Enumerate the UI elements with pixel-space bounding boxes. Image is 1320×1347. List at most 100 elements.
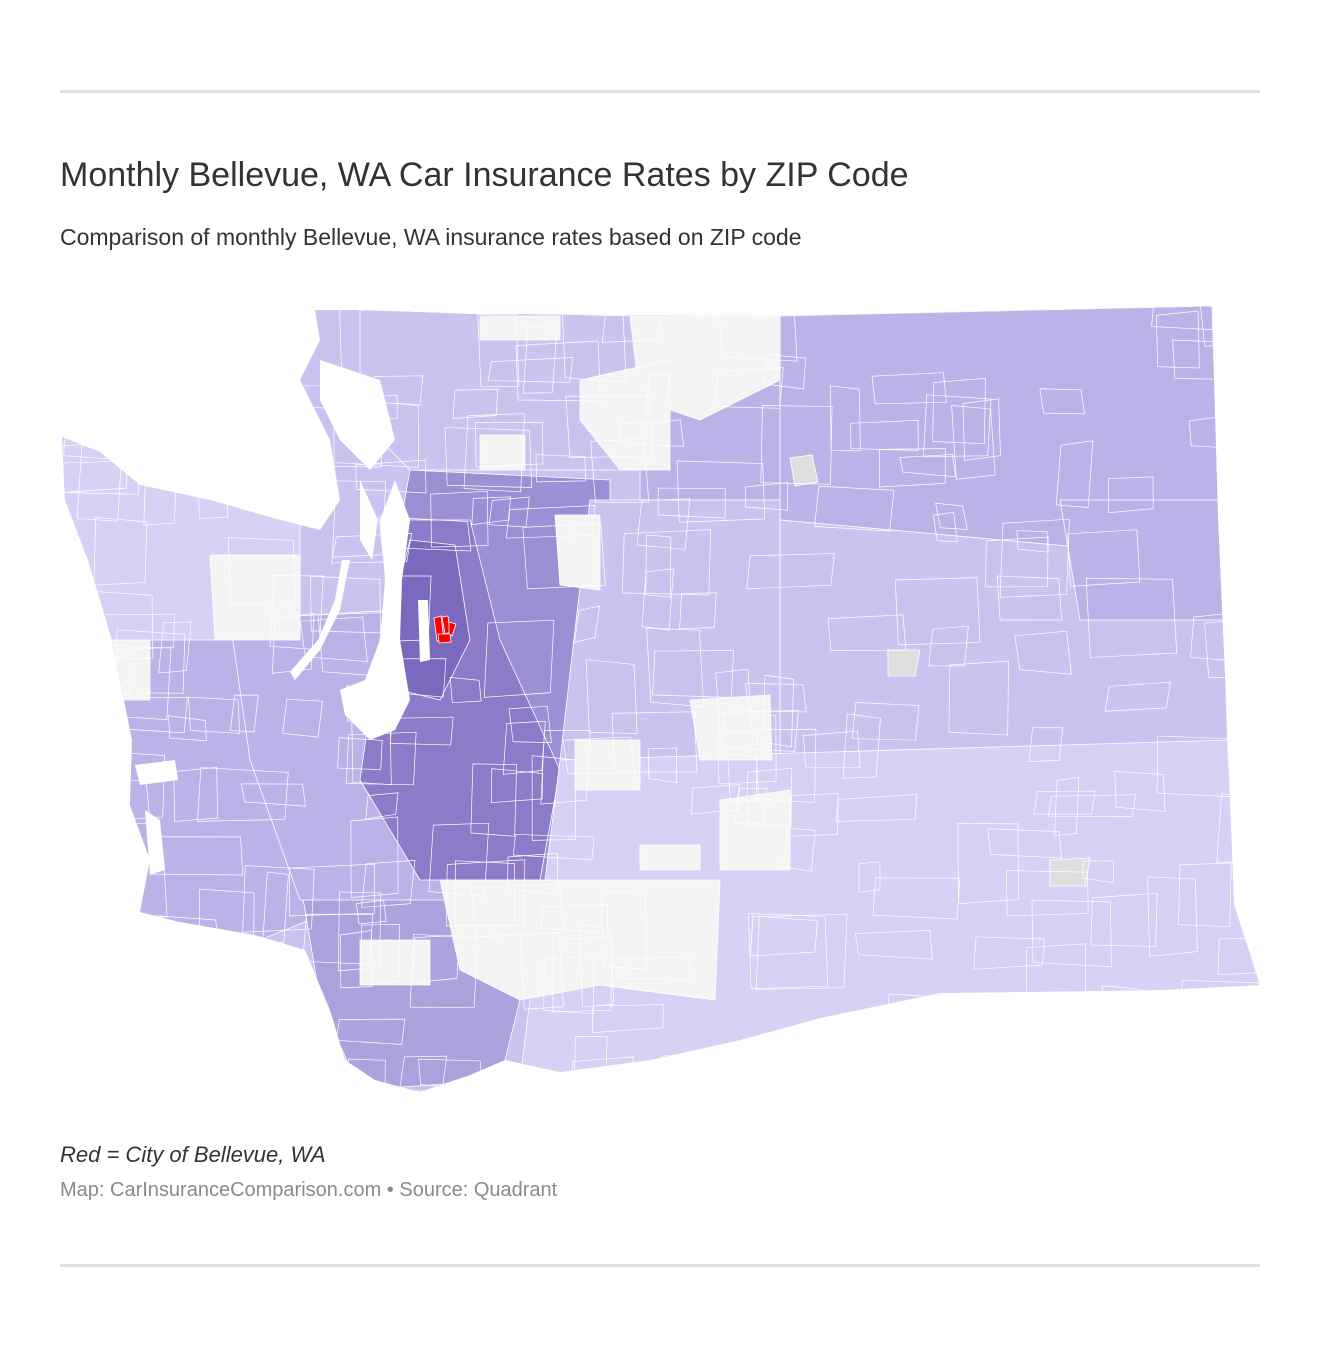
map-overlay-group	[135, 360, 457, 875]
no-data-patch-1	[209, 554, 301, 641]
zip-boundary	[197, 767, 289, 822]
zip-boundary	[1178, 862, 1232, 928]
no-data-patch-5	[479, 434, 526, 471]
zip-boundary	[760, 405, 833, 485]
zip-boundary	[430, 490, 489, 548]
zip-boundary	[1014, 630, 1072, 675]
zip-boundary	[522, 325, 558, 394]
zip-boundary	[470, 763, 518, 837]
zip-boundary	[531, 755, 576, 841]
zip-boundary	[562, 736, 636, 775]
zip-boundary	[208, 1030, 266, 1092]
zip-boundary	[201, 448, 249, 474]
zip-boundary	[444, 427, 532, 488]
zip-boundary	[1221, 498, 1260, 543]
zip-boundary	[303, 1081, 370, 1092]
zip-boundary	[252, 1088, 310, 1092]
page-subtitle: Comparison of monthly Bellevue, WA insur…	[60, 224, 802, 250]
zip-boundary	[789, 793, 839, 837]
bottom-divider	[60, 1264, 1260, 1267]
zip-boundary	[592, 1004, 664, 1034]
zip-boundary	[289, 863, 375, 917]
zip-boundary	[573, 605, 600, 643]
zip-boundary	[933, 511, 958, 543]
no-data-patch-6	[554, 514, 601, 591]
zip-boundary	[515, 340, 601, 402]
zip-boundary	[82, 1066, 143, 1091]
zip-boundary	[85, 1005, 115, 1067]
zip-boundary	[262, 871, 289, 944]
zip-boundary	[962, 398, 1001, 461]
zip-boundary	[1160, 1065, 1191, 1092]
zip-boundary	[939, 1078, 978, 1092]
zip-boundary	[483, 619, 555, 698]
zip-boundary	[508, 705, 552, 743]
zip-boundary	[714, 367, 784, 409]
zip-boundary	[720, 709, 799, 752]
zip-boundary	[1059, 1074, 1096, 1092]
zip-boundary	[872, 877, 961, 920]
zip-boundary	[996, 575, 1063, 621]
zip-boundary	[471, 496, 511, 526]
zip-boundary	[935, 502, 968, 530]
zip-boundary	[449, 676, 482, 704]
zip-boundary	[1104, 681, 1171, 712]
zip-boundary	[1082, 860, 1115, 884]
bellevue-city-zip-4	[437, 633, 452, 644]
no-data-patch-12	[574, 739, 641, 791]
zip-boundary	[360, 924, 400, 986]
zip-boundary	[1028, 727, 1064, 762]
grays-harbor-water	[135, 760, 178, 785]
zip-boundary	[337, 891, 382, 972]
zip-boundary	[746, 553, 835, 590]
zip-boundary	[657, 487, 726, 519]
zip-boundary	[471, 883, 565, 938]
zip-boundary	[641, 568, 674, 631]
zip-boundary	[361, 860, 416, 908]
zip-boundary	[158, 621, 192, 674]
willapa-bay-water	[145, 810, 165, 875]
zip-boundary	[824, 1070, 895, 1092]
zip-boundary	[552, 936, 612, 1013]
zip-boundary	[755, 913, 848, 990]
zip-boundary	[1054, 776, 1080, 836]
zip-boundary	[505, 505, 596, 539]
zip-boundary	[928, 625, 969, 667]
zip-boundary	[664, 1063, 699, 1092]
zip-boundary	[1236, 669, 1260, 746]
zip-boundary	[985, 536, 1049, 588]
zip-boundary	[332, 480, 387, 558]
zip-boundary	[601, 306, 663, 343]
zip-boundary	[899, 454, 957, 478]
zip-boundary	[340, 929, 373, 989]
zip-boundary	[229, 694, 259, 733]
zip-boundary	[522, 522, 606, 590]
zip-boundary	[507, 852, 559, 895]
page-title: Monthly Bellevue, WA Car Insurance Rates…	[60, 156, 909, 194]
zip-boundary	[147, 387, 185, 415]
zip-boundary	[1003, 1045, 1073, 1067]
zip-boundary	[676, 460, 766, 523]
zip-boundary	[783, 827, 816, 872]
zip-boundary	[827, 614, 907, 651]
zip-boundary	[227, 537, 296, 606]
zip-boundary	[948, 660, 1009, 736]
top-divider	[60, 90, 1260, 93]
zip-boundary	[445, 859, 526, 927]
zip-boundary	[1090, 892, 1158, 947]
zip-boundary	[744, 482, 789, 511]
zip-boundary	[159, 956, 186, 1004]
zip-boundary	[355, 459, 427, 494]
zip-boundary	[282, 698, 323, 738]
source-credit: Map: CarInsuranceComparison.com • Source…	[60, 1179, 558, 1201]
zip-boundary	[991, 1033, 1020, 1092]
zip-boundary	[734, 788, 768, 825]
zip-boundary	[1085, 577, 1178, 658]
zip-boundary	[219, 984, 277, 1053]
zip-boundary	[1033, 790, 1096, 815]
zip-boundary	[398, 1055, 448, 1092]
zip-boundary	[409, 933, 479, 1008]
zip-boundary	[829, 385, 861, 452]
